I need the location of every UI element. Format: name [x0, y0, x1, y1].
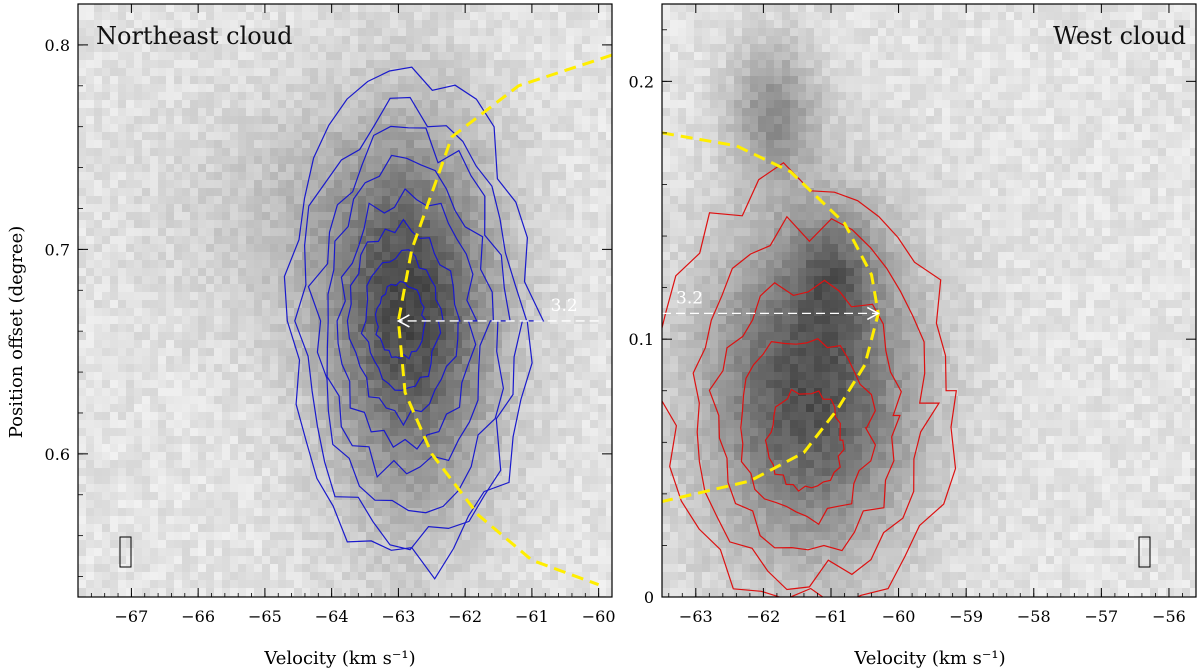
x-tick-label: −62: [747, 607, 781, 626]
arrow-head: [866, 306, 880, 321]
contours: [283, 66, 545, 580]
x-tick-label: −59: [949, 607, 983, 626]
x-tick-label: −67: [115, 607, 149, 626]
plot-frame: [661, 3, 1197, 598]
contour-level: [326, 154, 495, 479]
x-tick-label: −63: [382, 607, 416, 626]
y-tick-label: 0: [644, 588, 654, 607]
contours: [662, 162, 957, 597]
y-tick-label: 0.8: [45, 36, 70, 55]
arrow-head: [396, 314, 410, 328]
contour-level: [346, 218, 461, 427]
x-tick-label: −60: [582, 607, 616, 626]
contour-level: [360, 249, 444, 392]
x-tick-label: −64: [315, 607, 349, 626]
y-axis-label: Position offset (degree): [6, 226, 27, 438]
y-tick-label: 0.1: [629, 330, 654, 349]
contour-level: [374, 280, 428, 360]
x-tick-label: −57: [1084, 607, 1118, 626]
beam-size-box: [1138, 536, 1151, 568]
contour-level: [740, 338, 877, 526]
contour-level: [662, 162, 957, 597]
greyscale-image: [662, 4, 1196, 597]
contour-level: [294, 96, 528, 551]
arrow-label: 3.2: [551, 296, 578, 316]
x-tick-label: −56: [1152, 607, 1186, 626]
y-tick-label: 0.2: [629, 72, 654, 91]
greyscale-image: [78, 4, 612, 597]
panel-west-cloud: 3.2 West cloud −63 −62 −61 −60 −59 −58 −57 −56 0 0.…: [629, 3, 1197, 626]
panel-title: Northeast cloud: [96, 22, 293, 50]
x-tick-label: −61: [814, 607, 848, 626]
x-tick-label: −65: [248, 607, 282, 626]
x-axis-label-left: Velocity (km s⁻¹): [263, 648, 415, 669]
arrow-label: 3.2: [676, 288, 703, 308]
x-tick-label: −62: [448, 607, 482, 626]
x-tick-label: −58: [1017, 607, 1051, 626]
panel-title: West cloud: [1053, 22, 1186, 50]
contour-level: [692, 215, 941, 591]
x-tick-label: −60: [882, 607, 916, 626]
x-tick-label: −66: [181, 607, 215, 626]
shell-fit-curve: [396, 53, 612, 587]
x-axis-label-right: Velocity (km s⁻¹): [853, 648, 1005, 669]
panel-northeast-cloud: 3.2 Northeast cloud −67 −66 −65 −64 −63 −62 −61 −…: [45, 3, 616, 626]
y-tick-label: 0.6: [45, 445, 70, 464]
beam-size-box: [119, 536, 132, 568]
contour-level: [307, 125, 511, 514]
contour-level: [764, 388, 845, 492]
contour-level: [283, 66, 545, 580]
y-tick-label: 0.7: [45, 240, 70, 259]
contour-level: [708, 279, 902, 552]
x-tick-label: −61: [515, 607, 549, 626]
x-tick-label: −63: [679, 607, 713, 626]
contour-level: [336, 187, 478, 450]
